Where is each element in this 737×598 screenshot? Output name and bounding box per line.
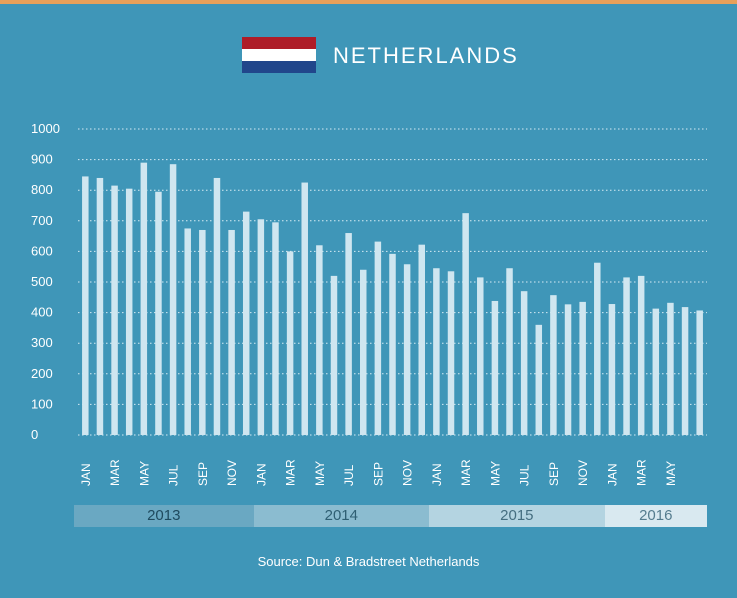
bar-chart: 0 100 200 300 400 500 600 700 800 900 1000 JAN MAR MA… xyxy=(31,121,707,486)
y-tick-label: 0 xyxy=(31,427,38,442)
x-tick-label: MAY xyxy=(488,461,502,486)
bar xyxy=(520,291,528,435)
bar xyxy=(301,182,308,435)
bar xyxy=(550,295,557,435)
x-tick-label: NOV xyxy=(225,460,239,486)
bar xyxy=(652,308,660,435)
x-tick-label: JAN xyxy=(430,463,444,486)
accent-bar xyxy=(0,0,737,4)
bar xyxy=(608,304,616,435)
bar xyxy=(155,191,162,435)
x-tick-label: JUL xyxy=(342,464,356,486)
bar xyxy=(491,300,499,435)
bar xyxy=(242,211,250,435)
bar xyxy=(228,229,235,435)
bar xyxy=(667,302,674,435)
x-tick-label: NOV xyxy=(576,460,590,486)
bar xyxy=(462,213,469,435)
bar xyxy=(403,264,411,435)
x-tick-label: MAY xyxy=(313,461,327,486)
x-tick-label: JAN xyxy=(254,463,268,486)
x-tick-label: MAY xyxy=(137,461,151,486)
bar xyxy=(477,277,484,435)
bar xyxy=(681,307,689,435)
bar xyxy=(286,251,294,435)
x-tick-label: NOV xyxy=(401,460,415,486)
bar xyxy=(637,275,645,435)
chart-title: NETHERLANDS xyxy=(333,43,519,68)
bar xyxy=(199,229,206,435)
bar xyxy=(506,268,513,435)
flag-stripe-blue xyxy=(242,61,316,73)
bar xyxy=(564,304,572,435)
y-tick-label: 1000 xyxy=(31,121,60,136)
x-tick-label: JUL xyxy=(518,464,532,486)
x-tick-label: MAR xyxy=(284,459,298,486)
bar xyxy=(579,301,586,435)
bar xyxy=(169,164,177,435)
bar xyxy=(184,228,191,435)
bar xyxy=(96,177,104,435)
y-tick-label: 800 xyxy=(31,182,53,197)
x-tick-label: SEP xyxy=(196,462,210,486)
x-tick-label: MAR xyxy=(108,459,122,486)
x-tick-label: JAN xyxy=(79,463,93,486)
bar xyxy=(418,244,426,435)
bar xyxy=(535,324,543,435)
x-tick-label: MAY xyxy=(664,461,678,486)
year-band-2013: 2013 xyxy=(74,505,254,527)
bar xyxy=(316,245,323,435)
y-tick-label: 700 xyxy=(31,213,53,228)
source-note: Source: Dun & Bradstreet Netherlands xyxy=(257,554,480,569)
bar xyxy=(257,219,265,435)
year-band-2015: 2015 xyxy=(429,505,605,527)
x-tick-label: JAN xyxy=(605,463,619,486)
y-tick-label: 100 xyxy=(31,396,53,411)
bar xyxy=(389,253,396,435)
bar xyxy=(82,176,89,435)
bar xyxy=(345,233,352,435)
bar xyxy=(696,310,703,435)
bar xyxy=(433,268,440,435)
y-tick-label: 500 xyxy=(31,274,53,289)
flag-stripe-red xyxy=(242,37,316,49)
y-tick-label: 300 xyxy=(31,335,53,350)
bar xyxy=(359,269,367,435)
bar xyxy=(447,271,455,435)
year-band-2014: 2014 xyxy=(253,505,430,527)
y-tick-label: 400 xyxy=(31,305,53,320)
x-tick-label: MAR xyxy=(459,459,473,486)
bar xyxy=(111,185,118,435)
bar xyxy=(594,262,601,435)
x-tick-label: SEP xyxy=(547,462,561,486)
bar xyxy=(140,162,148,435)
y-tick-label: 200 xyxy=(31,366,53,381)
y-tick-label: 600 xyxy=(31,243,53,258)
bar xyxy=(330,275,338,435)
bar xyxy=(125,188,133,435)
bar xyxy=(272,222,279,435)
year-band-2016: 2016 xyxy=(604,505,707,527)
x-tick-label: MAR xyxy=(635,459,649,486)
bar xyxy=(213,177,221,435)
y-tick-label: 900 xyxy=(31,152,53,167)
x-tick-label: SEP xyxy=(371,462,385,486)
x-tick-label: JUL xyxy=(167,464,181,486)
flag-stripe-white xyxy=(242,49,316,61)
bar xyxy=(623,277,630,435)
bar xyxy=(374,241,382,435)
netherlands-flag-icon xyxy=(242,37,316,73)
